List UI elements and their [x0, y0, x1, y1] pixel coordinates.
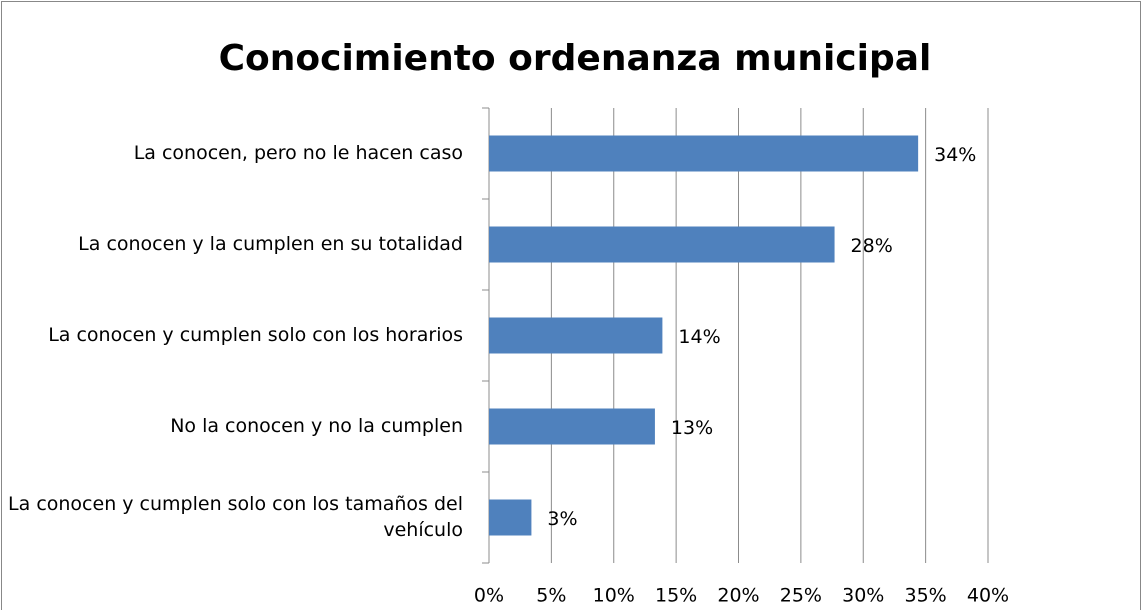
value-label: 13% [671, 417, 713, 439]
category-label: La conocen y cumplen solo con los tamaño… [8, 492, 463, 541]
x-tick-label: 20% [717, 585, 759, 607]
value-label: 3% [547, 508, 577, 530]
x-tick-label: 30% [842, 585, 884, 607]
category-label: No la conocen y no la cumplen [170, 414, 463, 437]
value-label: 28% [851, 235, 893, 257]
bar [489, 408, 655, 445]
value-label: 14% [678, 326, 720, 348]
x-tick-label: 35% [905, 585, 947, 607]
category-label: La conocen y cumplen solo con los horari… [48, 323, 463, 346]
category-label: La conocen, pero no le hacen caso [133, 141, 463, 164]
category-label: La conocen y la cumplen en su totalidad [78, 232, 463, 255]
bar [489, 226, 835, 263]
x-tick-label: 5% [536, 585, 566, 607]
x-tick-label: 15% [655, 585, 697, 607]
chart-title: Conocimiento ordenanza municipal [219, 38, 932, 79]
x-tick-label: 25% [780, 585, 822, 607]
bar [489, 499, 532, 536]
value-label: 34% [934, 144, 976, 166]
x-tick-label: 40% [967, 585, 1009, 607]
bar [489, 317, 663, 354]
bar [489, 135, 919, 172]
x-tick-label: 0% [474, 585, 504, 607]
x-tick-label: 10% [593, 585, 635, 607]
